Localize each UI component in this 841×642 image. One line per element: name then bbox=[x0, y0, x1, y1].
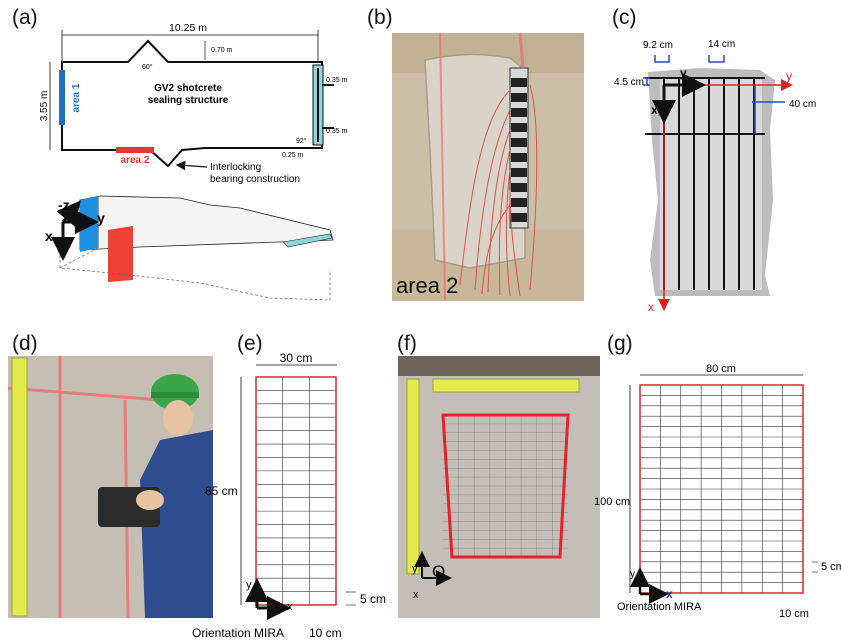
structure-title-2: sealing structure bbox=[148, 95, 229, 106]
dim-spacing-small: 9.2 cm bbox=[643, 40, 673, 51]
dim-offset: 4.5 cm bbox=[614, 77, 644, 88]
panel-label-g: (g) bbox=[607, 332, 633, 355]
e-width-label: 30 cm bbox=[280, 351, 313, 365]
bearing-text-2: bearing construction bbox=[210, 174, 300, 185]
g-axis-y: y bbox=[630, 569, 635, 580]
dim-right-top: 0.35 m bbox=[326, 77, 348, 84]
dim-depth: 40 cm bbox=[789, 99, 816, 110]
dim-spacing-large: 14 cm bbox=[708, 39, 735, 50]
jacket bbox=[140, 430, 213, 618]
area2-face bbox=[108, 226, 133, 282]
panel-d-photo bbox=[7, 356, 213, 619]
red-y-label: y bbox=[786, 69, 792, 83]
yellow-ruler-horizontal bbox=[432, 378, 580, 393]
red-x-label: x bbox=[648, 300, 654, 314]
angle-60: 60° bbox=[142, 63, 153, 71]
bearing-text-1: Interlocking bbox=[210, 162, 261, 173]
yellow-ruler bbox=[11, 357, 28, 617]
g-width-label: 80 cm bbox=[706, 363, 736, 375]
panel-label-e: (e) bbox=[237, 332, 263, 355]
bearing-arrow bbox=[175, 160, 208, 171]
panel-label-b: (b) bbox=[367, 6, 393, 29]
panel-label-f: (f) bbox=[397, 332, 417, 355]
panel-label-a: (a) bbox=[12, 6, 38, 29]
e-orientation-label: Orientation MIRA bbox=[192, 626, 284, 640]
f-chalk-grid bbox=[443, 415, 568, 557]
shotcrete-surface bbox=[424, 53, 526, 269]
g-step-x-label: 10 cm bbox=[779, 608, 809, 620]
f-origin-label: O bbox=[432, 562, 445, 581]
area1-face bbox=[80, 196, 98, 252]
e-axis-x: x bbox=[287, 601, 293, 613]
area1-label: area 1 bbox=[71, 83, 82, 112]
g-measurement-grid bbox=[639, 384, 804, 594]
f-red-outline bbox=[441, 413, 570, 559]
dim-bump-height: 0.70 m bbox=[211, 47, 233, 54]
panel-a: 10.25 m 0.70 m 60° 3.55 m area 1 area 2 … bbox=[39, 22, 348, 301]
grid-border bbox=[255, 376, 337, 606]
axis-z-label: -z bbox=[58, 197, 70, 213]
structure-title-1: GV2 shotcrete bbox=[154, 83, 222, 94]
panel-label-c: (c) bbox=[612, 6, 637, 29]
e-step-x-label: 10 cm bbox=[309, 626, 342, 640]
sensor-blocks bbox=[511, 78, 527, 222]
f-axis-x: x bbox=[413, 589, 419, 601]
g-axis-x: x bbox=[666, 587, 673, 601]
black-x-label: x bbox=[651, 103, 658, 117]
g-height-label: 100 cm bbox=[594, 496, 630, 508]
blue-dims bbox=[643, 55, 785, 134]
sensor-cables bbox=[459, 84, 538, 297]
grid-border bbox=[639, 384, 804, 594]
g-orientation-label: Orientation MIRA bbox=[617, 601, 702, 613]
panel-c: y x y x 9.2 cm 14 cm 4.5 cm 40 cm bbox=[614, 39, 816, 314]
e-measurement-grid bbox=[255, 376, 337, 606]
structure-3d-sketch: -z y x bbox=[45, 195, 334, 301]
end-cap-3d bbox=[282, 233, 333, 248]
panel-g: 80 cm 100 cm 5 cm 10 cm y x Orientation … bbox=[594, 363, 841, 620]
g-step-y-label: 5 cm bbox=[821, 561, 841, 573]
area2-caption: area 2 bbox=[396, 273, 458, 298]
panel-b-photo: area 2 bbox=[392, 32, 584, 301]
face bbox=[163, 400, 193, 436]
dim-length: 10.25 m bbox=[169, 22, 207, 34]
e-height-label: 85 cm bbox=[205, 484, 238, 498]
angle-92: 92° bbox=[296, 137, 307, 145]
yellow-ruler-vertical bbox=[406, 378, 420, 575]
panel-f-photo: y x O bbox=[398, 356, 600, 618]
area2-label: area 2 bbox=[121, 155, 150, 166]
dim-height: 3.55 m bbox=[39, 91, 50, 122]
area2-bar bbox=[116, 147, 154, 153]
e-step-y-label: 5 cm bbox=[360, 592, 386, 606]
panel-e: 30 cm 85 cm 5 cm 10 cm y x Orientation M… bbox=[192, 351, 386, 640]
dim-right-bottom: 0.25 m bbox=[282, 152, 304, 159]
axis-x-label: x bbox=[45, 228, 53, 244]
dim-right-mid: 0.35 m bbox=[326, 128, 348, 135]
area1-bar bbox=[59, 70, 65, 125]
f-axis-y: y bbox=[412, 563, 418, 575]
e-axis-y: y bbox=[246, 579, 252, 591]
black-y-label: y bbox=[680, 66, 687, 80]
axis-y-label: y bbox=[97, 210, 105, 226]
panel-label-d: (d) bbox=[12, 332, 38, 355]
